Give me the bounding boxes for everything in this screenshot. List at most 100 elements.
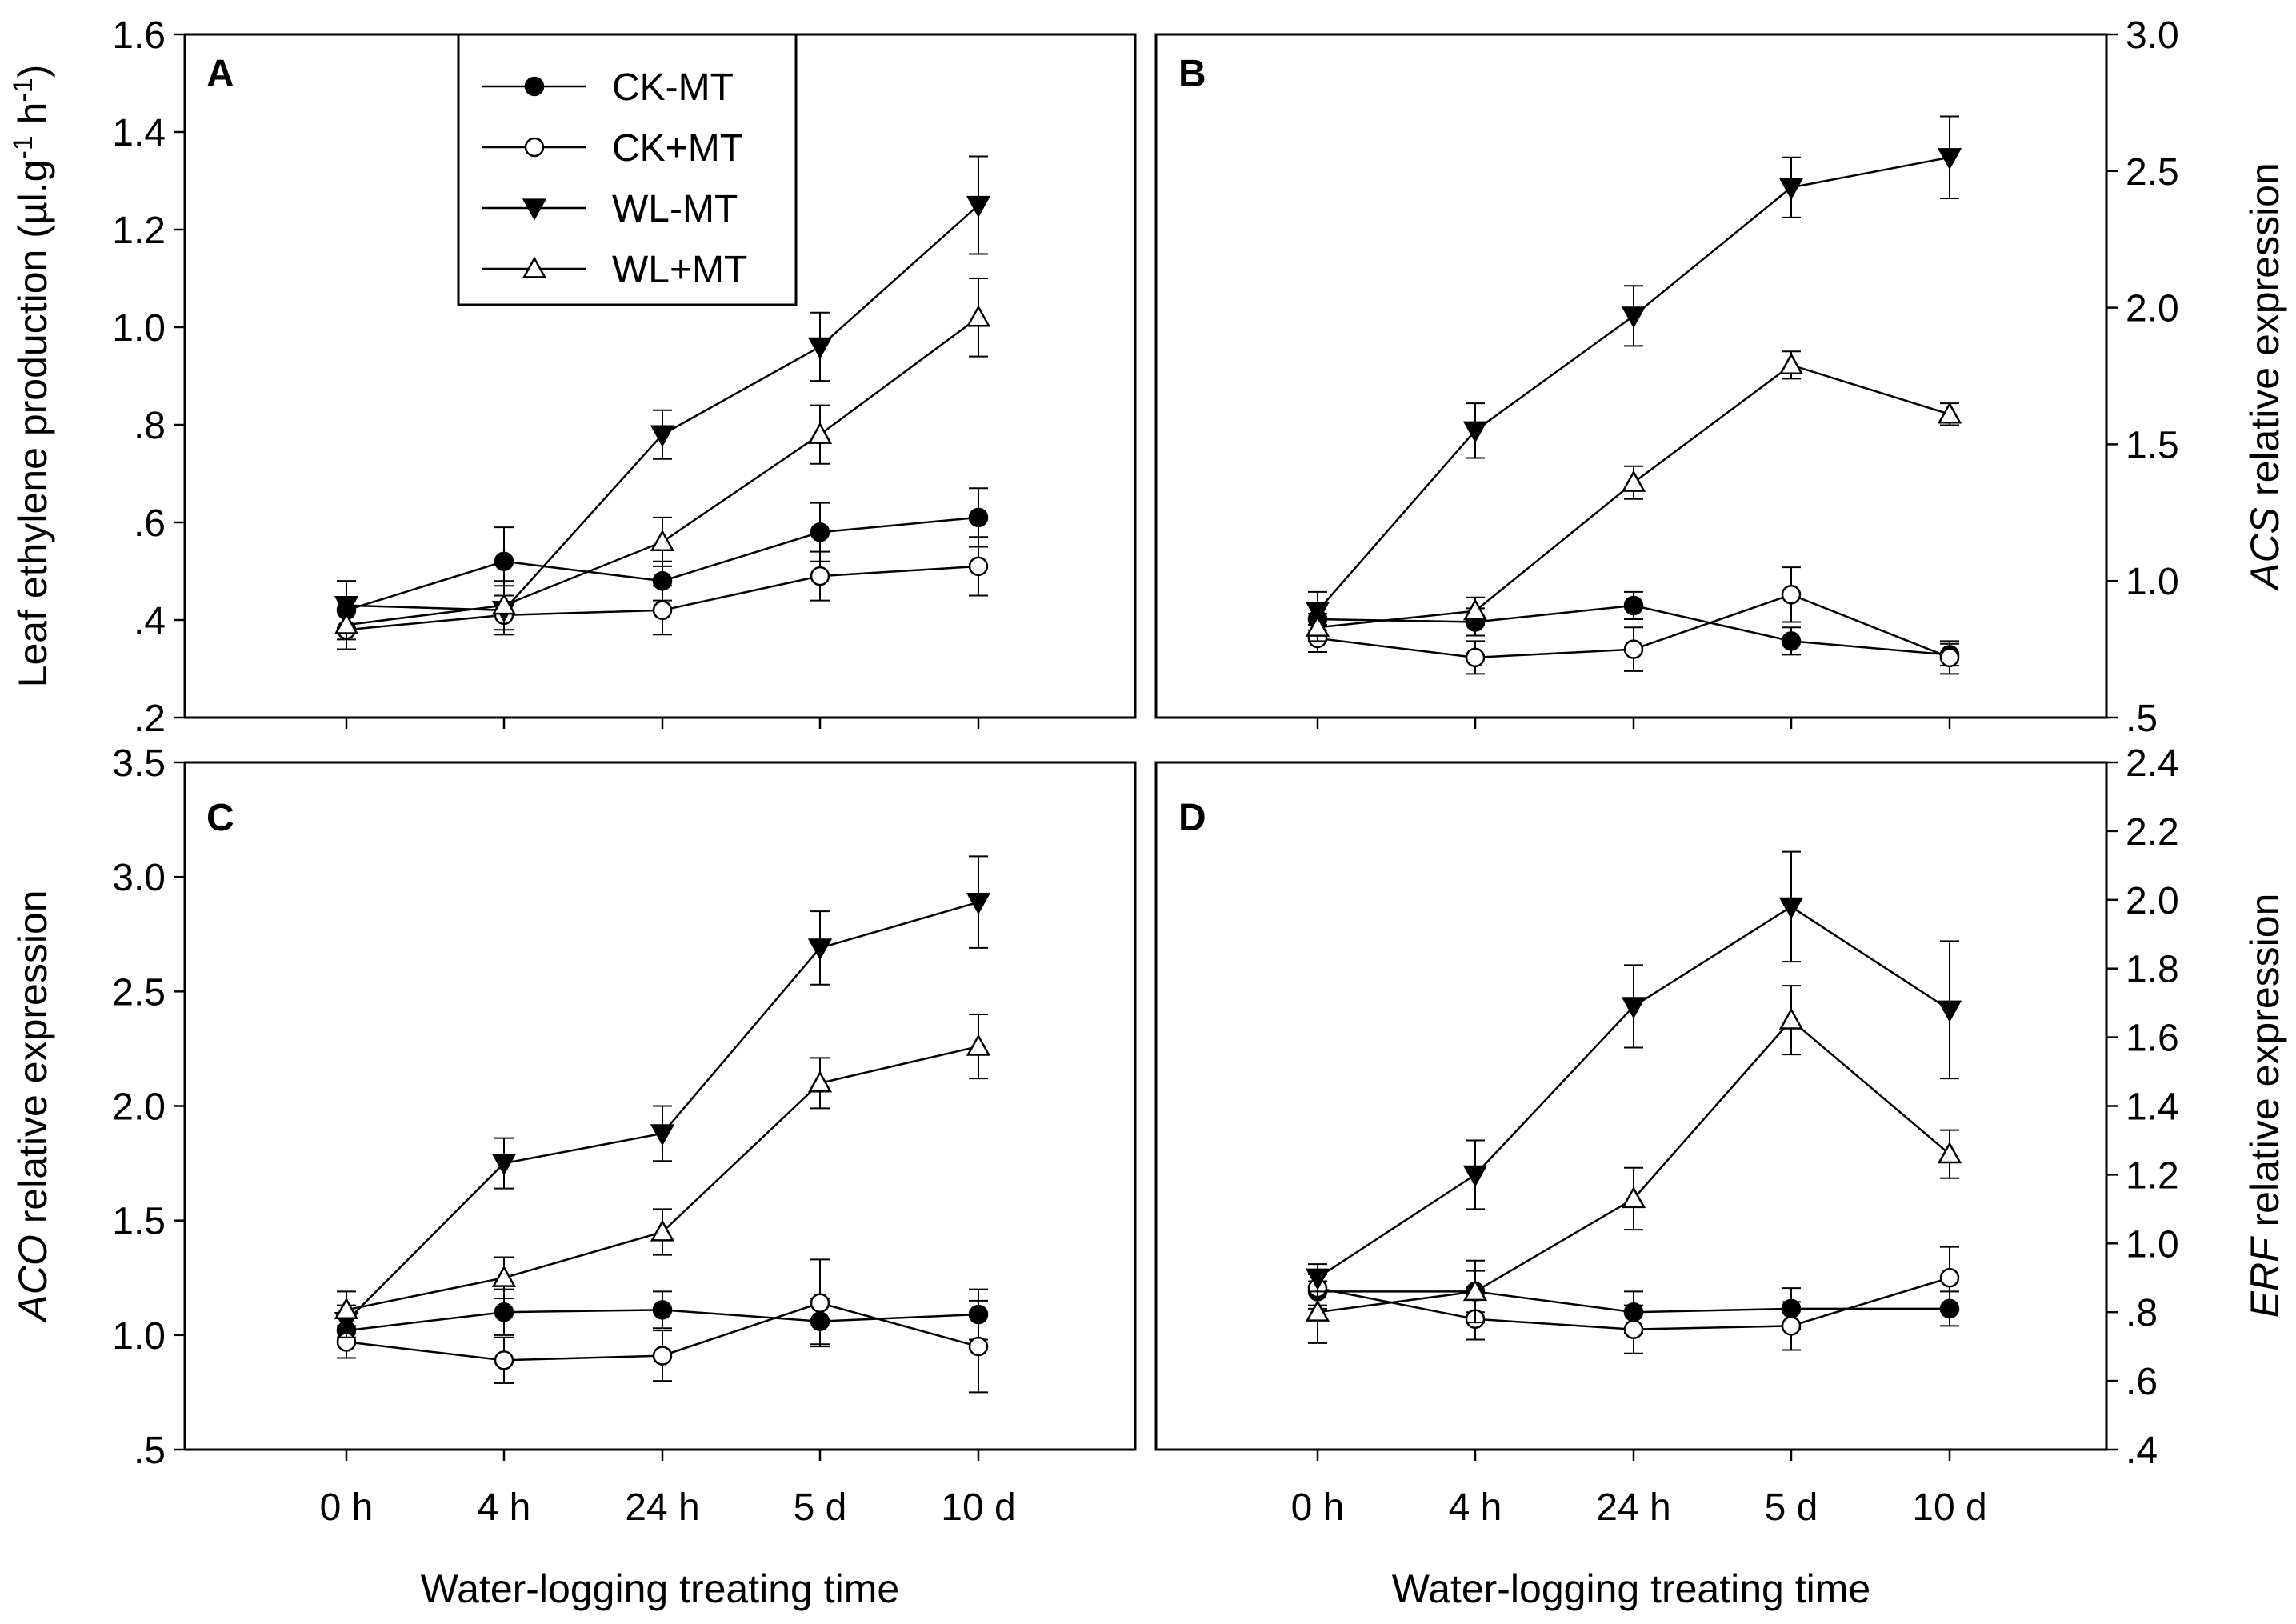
panel-c-wlminusmt-point — [491, 1154, 517, 1176]
panel-a-ckplusmt-point — [810, 566, 830, 586]
panel-b-wlplusmt-point — [1778, 352, 1804, 374]
panel-c-ckminusmt-point — [652, 1300, 673, 1320]
panel-a-ytick-label: 1.6 — [112, 14, 166, 57]
legend-ckminusmt-marker — [524, 76, 545, 97]
panel-d-wlminusmt-point — [1778, 897, 1804, 919]
panel-d-letter: D — [1178, 797, 1206, 839]
panel-b-ylabel: ACS relative expression — [2242, 162, 2287, 592]
panel-b-ytick-label: 2.0 — [2126, 288, 2179, 330]
panel-a-ckminusmt-point — [968, 507, 989, 528]
legend: CK-MT CK+MT WL-MT WL+MT — [457, 33, 798, 306]
panel-c-wlplusmt-point — [807, 1070, 833, 1093]
panel-c-ckplusmt-point — [810, 1293, 830, 1313]
panel-c-xtick-label: 10 d — [941, 1486, 1015, 1529]
panel-a-wlminusmt-point — [966, 195, 991, 218]
panel-b-frame — [1154, 33, 2108, 719]
panel-d-ytick-label: .8 — [2126, 1292, 2158, 1334]
legend-wlplusmt-label: WL+MT — [612, 249, 747, 291]
panel-d-xtick-label: 0 h — [1291, 1486, 1345, 1529]
legend-box — [457, 33, 798, 306]
panel-a-ytick-label: .4 — [134, 600, 166, 642]
panel-c-ytick-label: 3.0 — [112, 857, 166, 899]
panel-a-wlplusmt-point — [491, 593, 517, 615]
panel-c-ylabel: ACO relative expression — [10, 890, 55, 1323]
panel-a-wlminusmt-point — [650, 425, 675, 447]
panel-c-letter: C — [206, 797, 234, 839]
panel-d-wlplusmt-point — [1462, 1278, 1488, 1302]
panel-a-ckplusmt-point — [652, 600, 673, 621]
panel-b-ytick-label: 1.5 — [2126, 424, 2179, 466]
panel-a-ytick-label: .2 — [134, 698, 166, 740]
panel-d-ytick-label: 1.8 — [2126, 949, 2179, 991]
panel-b-wlplusmt-point — [1462, 598, 1488, 621]
panel-d-wlplusmt-point — [1305, 1299, 1330, 1322]
panel-a-ckplusmt-point — [968, 556, 989, 577]
panel-d-frame — [1154, 761, 2108, 1451]
panel-d-ytick-label: 2.2 — [2126, 811, 2179, 854]
panel-b-wlplusmt-point — [1937, 402, 1962, 424]
panel-d-wlplusmt-point — [1937, 1142, 1962, 1164]
legend-ckplusmt-marker — [524, 137, 545, 158]
panel-d-wlplusmt-point — [1778, 1007, 1804, 1030]
panel-a-ytick-label: .6 — [134, 502, 166, 545]
panel-d-ytick-label: .6 — [2126, 1361, 2158, 1403]
panel-c-ckplusmt-point — [494, 1350, 514, 1370]
panel-d-xtick-label: 5 d — [1765, 1486, 1818, 1529]
panel-d-ckplusmt-point — [1781, 1316, 1802, 1336]
legend-wlminusmt-label: WL-MT — [612, 188, 738, 230]
panel-b-ckplusmt-point — [1465, 647, 1486, 668]
panel-d-xtick-label: 10 d — [1912, 1486, 1986, 1529]
panel-c-wlplusmt-point — [650, 1219, 675, 1242]
panel-a-ytick-label: 1.0 — [112, 307, 166, 350]
panel-c-ytick-label: 1.5 — [112, 1201, 166, 1243]
panel-a-ytick-label: 1.4 — [112, 112, 166, 154]
panel-a-wlminusmt-point — [807, 337, 833, 359]
legend-ckplusmt-label: CK+MT — [612, 127, 743, 170]
panel-c-wlminusmt-point — [966, 893, 991, 915]
panel-d-wlminusmt-point — [1462, 1165, 1488, 1187]
panel-d-wlplusmt-point — [1621, 1186, 1646, 1209]
panel-d-ckplusmt-point — [1939, 1268, 1960, 1288]
panel-b-letter: B — [1178, 53, 1206, 95]
panel-b-ytick-label: 2.5 — [2126, 151, 2179, 194]
panel-b-wlminusmt-point — [1621, 306, 1646, 329]
panel-b-wlminusmt-point — [1778, 178, 1804, 200]
panel-a-wlplusmt-point — [650, 529, 675, 552]
panel-c-ckplusmt-point — [652, 1346, 673, 1366]
panel-c-ckplusmt-point — [968, 1336, 989, 1357]
panel-a-ytick-label: 1.2 — [112, 210, 166, 252]
panel-c-ytick-label: .5 — [134, 1430, 166, 1472]
x-axis-title-right: Water-logging treating time — [1392, 1566, 1870, 1611]
panel-d-xtick-label: 4 h — [1449, 1486, 1502, 1529]
panel-c-ytick-label: 2.5 — [112, 971, 166, 1014]
panel-b-wlplusmt-point — [1621, 470, 1646, 492]
panel-b-ckplusmt-point — [1939, 647, 1960, 668]
panel-c-wlplusmt-line — [346, 1045, 979, 1311]
legend-wlminusmt-marker — [522, 198, 547, 221]
panel-d-ckplusmt-point — [1623, 1319, 1644, 1339]
panel-c-ytick-label: 3.5 — [112, 742, 166, 785]
x-axis-title-left: Water-logging treating time — [421, 1566, 899, 1611]
panel-d-wlminusmt-point — [1937, 1000, 1962, 1022]
panel-a-ylabel: Leaf ethylene production (µl.g-1 h-1) — [8, 65, 55, 688]
panel-d-ytick-label: 2.0 — [2126, 880, 2179, 922]
panel-c-xtick-label: 4 h — [478, 1486, 531, 1529]
panel-b-ytick-label: 3.0 — [2126, 14, 2179, 57]
panel-c-wlplusmt-point — [491, 1265, 517, 1287]
panel-d-wlplusmt-line — [1317, 1018, 1950, 1314]
panel-a-ytick-label: .8 — [134, 405, 166, 447]
panel-c-xtick-label: 5 d — [794, 1486, 847, 1529]
panel-c-xtick-label: 24 h — [625, 1486, 699, 1529]
panel-d-wlminusmt-point — [1621, 997, 1646, 1019]
panel-a-wlplusmt-point — [966, 305, 991, 327]
panel-d-xtick-label: 24 h — [1596, 1486, 1670, 1529]
panel-d-ytick-label: 1.6 — [2126, 1018, 2179, 1060]
panel-b-ytick-label: 1.0 — [2126, 561, 2179, 603]
legend-ckminusmt-label: CK-MT — [612, 66, 734, 109]
legend-wlplusmt-marker — [522, 256, 547, 278]
panel-a-wlplusmt-point — [807, 422, 833, 444]
panel-d-wlminusmt-point — [1305, 1268, 1330, 1290]
panel-d-ylabel: ERF relative expression — [2242, 894, 2287, 1318]
panel-c-wlplusmt-point — [334, 1297, 359, 1319]
